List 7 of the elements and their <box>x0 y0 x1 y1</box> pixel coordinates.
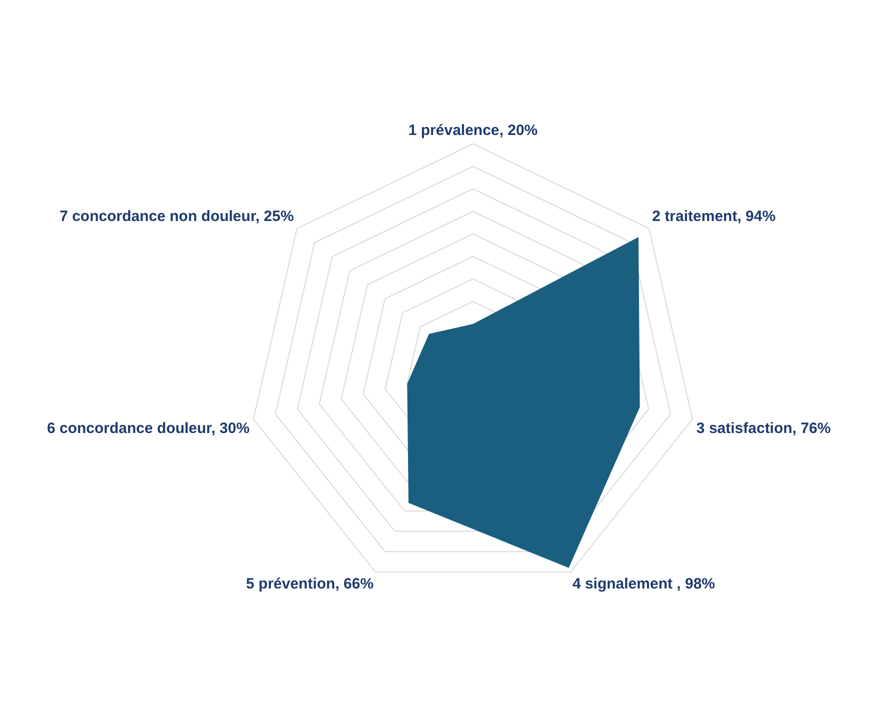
spoke-label: 5 prévention, 66% <box>246 576 374 593</box>
spoke-label: 1 prévalence, 20% <box>408 122 538 139</box>
spoke-label: 2 traitement, 94% <box>652 208 776 226</box>
spoke-label: 3 satisfaction, 76% <box>696 420 831 438</box>
spoke-label: 7 concordance non douleur, 25% <box>60 208 294 226</box>
spoke-label: 6 concordance douleur, 30% <box>46 420 250 438</box>
spoke-label: 4 signalement , 98% <box>572 576 715 593</box>
